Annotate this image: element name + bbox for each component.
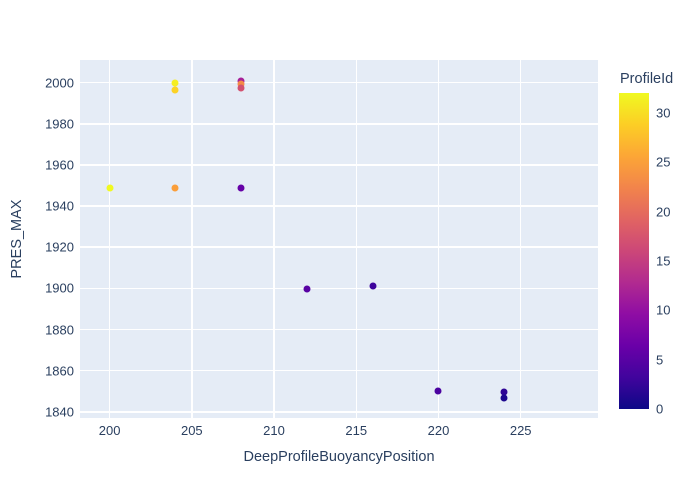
y-gridline [80, 287, 598, 290]
x-gridline [437, 60, 440, 418]
scatter-point[interactable] [237, 184, 245, 192]
scatter-point[interactable] [171, 184, 179, 192]
y-tick-label: 1920 [45, 239, 74, 255]
x-tick-label: 215 [345, 423, 368, 438]
x-gridline [273, 60, 275, 418]
scatter-point[interactable] [500, 394, 508, 402]
colorbar-tick-label: 15 [656, 253, 671, 269]
scatter-point[interactable] [171, 79, 179, 87]
y-tick-label: 1900 [45, 280, 74, 296]
x-tick-label: 225 [509, 423, 532, 438]
colorbar-tick-label: 25 [656, 154, 671, 170]
y-gridline [80, 123, 598, 125]
scatter-point[interactable] [106, 184, 114, 192]
y-tick-label: 1860 [45, 363, 74, 379]
colorbar-tick-label: 30 [656, 105, 671, 121]
x-tick-label: 210 [263, 423, 285, 438]
x-gridline [191, 60, 193, 418]
y-tick-label: 2000 [45, 75, 74, 91]
scatter-point[interactable] [171, 86, 179, 94]
x-tick-label: 205 [180, 423, 203, 438]
x-tick-label: 220 [427, 423, 450, 438]
y-tick-label: 1880 [45, 322, 74, 338]
y-gridline [80, 81, 598, 84]
y-gridline [80, 369, 598, 372]
x-gridline [519, 60, 522, 418]
x-axis-title: DeepProfileBuoyancyPosition [243, 449, 435, 465]
scatter-point[interactable] [237, 84, 245, 92]
colorbar-tick-label: 0 [656, 401, 664, 417]
colorbar-tick-label: 5 [656, 352, 664, 368]
scatter-point[interactable] [237, 80, 245, 88]
y-tick-label: 1840 [45, 404, 74, 420]
scatter-point[interactable] [303, 285, 311, 293]
x-gridline [108, 60, 111, 418]
colorbar-gradient [619, 93, 649, 409]
y-gridline [80, 164, 598, 166]
scatter-point[interactable] [500, 388, 508, 396]
colorbar-tick-label: 10 [656, 302, 671, 318]
scatter-point[interactable] [434, 387, 442, 395]
colorbar-title: ProfileId [620, 71, 674, 87]
y-tick-label: 1960 [45, 157, 74, 173]
colorbar-tick-label: 20 [656, 204, 671, 219]
y-tick-label: 1980 [45, 116, 74, 132]
y-gridline [80, 246, 598, 248]
x-gridline [355, 60, 358, 418]
scatter-point[interactable] [369, 282, 377, 290]
y-tick-label: 1940 [45, 198, 74, 214]
x-tick-label: 200 [98, 423, 121, 438]
y-gridline [80, 328, 598, 331]
y-gridline [80, 411, 598, 413]
plot-area[interactable] [80, 60, 598, 418]
y-gridline [80, 205, 598, 207]
